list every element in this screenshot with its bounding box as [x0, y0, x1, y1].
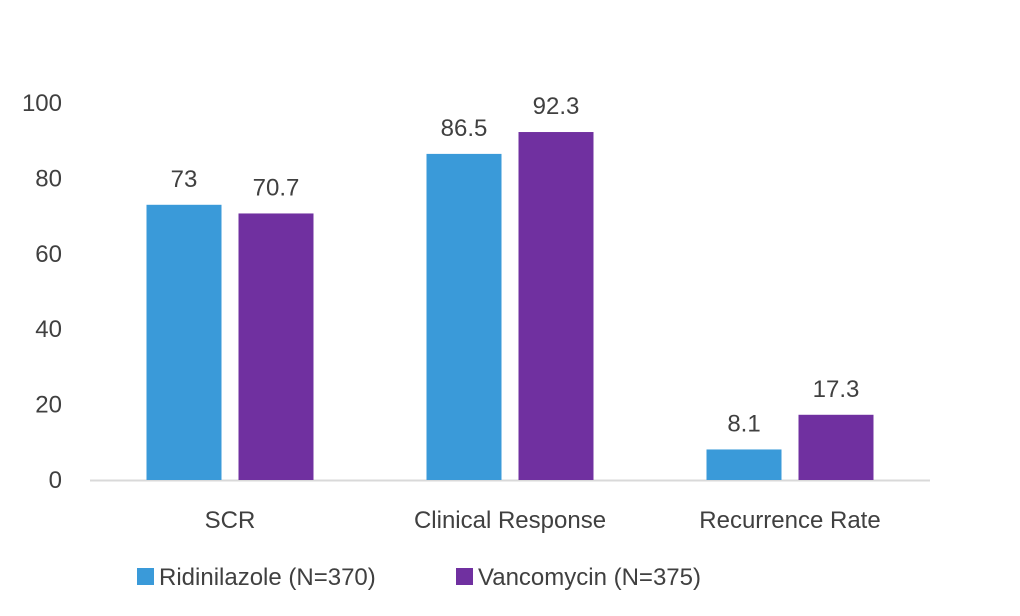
data-label: 86.5	[441, 115, 488, 142]
bar	[798, 414, 874, 480]
bar	[238, 213, 314, 480]
category-labels-group: SCR Clinical Response Recurrence Rate	[205, 507, 881, 534]
bar	[706, 449, 782, 480]
bar	[518, 132, 594, 481]
data-label: 73	[171, 166, 198, 193]
legend-label: Vancomycin (N=375)	[478, 564, 701, 591]
legend-swatch	[137, 568, 154, 585]
y-tick-label: 100	[22, 90, 62, 117]
data-labels-group: 73 70.7 86.5 92.3 8.1 17.3	[171, 93, 860, 437]
y-tick-label: 40	[35, 316, 62, 343]
y-tick-label: 60	[35, 241, 62, 268]
category-label: Clinical Response	[414, 507, 606, 534]
legend: Ridinilazole (N=370) Vancomycin (N=375)	[137, 564, 701, 591]
y-tick-label: 80	[35, 165, 62, 192]
data-label: 92.3	[533, 93, 580, 120]
bar	[426, 153, 502, 480]
data-label: 70.7	[253, 174, 300, 201]
legend-swatch	[456, 568, 473, 585]
data-label: 8.1	[727, 410, 760, 437]
category-label: Recurrence Rate	[699, 507, 880, 534]
y-tick-label: 20	[35, 392, 62, 419]
bars-group	[146, 132, 874, 481]
category-label: SCR	[205, 507, 256, 534]
y-axis-ticks: 0 20 40 60 80 100	[22, 90, 62, 494]
bar	[146, 204, 222, 481]
legend-label: Ridinilazole (N=370)	[159, 564, 376, 591]
data-label: 17.3	[813, 376, 860, 403]
y-tick-label: 0	[49, 467, 62, 494]
